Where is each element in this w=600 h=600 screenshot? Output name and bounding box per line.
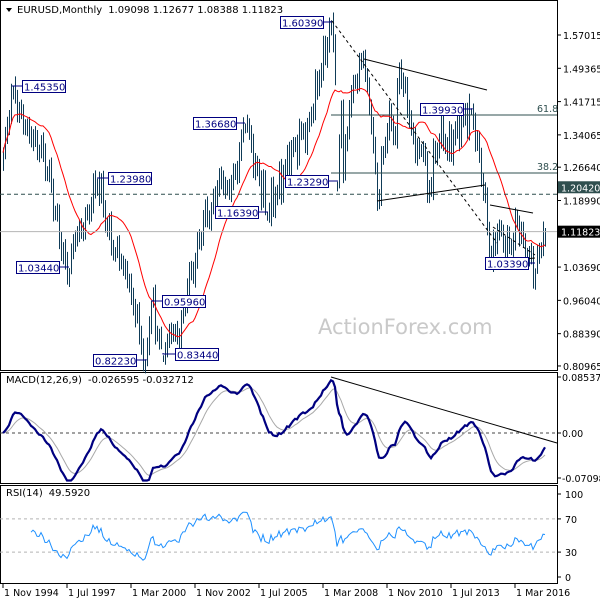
axes: 1.57015 1.49365 1.41715 1.34065 1.26640 1.189…	[2, 31, 600, 599]
price-tick-label: 1.03690	[563, 263, 600, 274]
price-tick-label: 0.88390	[563, 330, 600, 341]
date-tick-label: 1 Jul 2005	[260, 588, 308, 599]
pivot-label: 1.03440	[18, 264, 59, 275]
rsi-tick-label: 70	[565, 515, 577, 526]
pivot-connector	[463, 108, 473, 110]
pivot-label: 1.23290	[287, 178, 328, 189]
trend-line[interactable]	[489, 204, 534, 214]
macd-line	[2, 378, 546, 482]
pivot-label: 1.60390	[282, 19, 323, 30]
level-price-tag	[558, 181, 600, 194]
fib-label: 38.2	[537, 162, 558, 173]
pivot-label-box	[280, 16, 324, 29]
price-tick-label: 1.34065	[563, 131, 600, 142]
macd-tick-label: 0.085379	[562, 373, 600, 384]
fib-label: 61.8	[537, 104, 558, 115]
current-price-tag-text: 1.11823	[561, 228, 600, 239]
pivot-label-box	[485, 257, 529, 270]
macd-pane	[0, 372, 558, 484]
pivot-label-box	[285, 175, 329, 188]
price-tick-label: 0.96040	[563, 296, 600, 307]
date-tick-label: 1 Nov 2010	[388, 588, 443, 599]
pivot-label: 1.03390	[487, 260, 528, 271]
date-tick-label: 1 Nov 2002	[196, 588, 251, 599]
macd-trend-line[interactable]	[330, 376, 558, 444]
pivot-label: 1.45350	[24, 83, 65, 94]
date-tick-label: 1 Mar 2000	[132, 588, 186, 599]
pivot-label-box	[93, 354, 137, 367]
macd-tick-label: 0.00	[562, 429, 583, 440]
date-tick-label: 1 Jul 2013	[452, 588, 500, 599]
price-pane	[0, 0, 558, 371]
price-tick-label: 0.80965	[563, 362, 600, 373]
pivot-label: 1.23980	[110, 175, 151, 186]
pivot-connector	[136, 359, 147, 361]
date-tick-label: 1 Mar 2008	[324, 588, 378, 599]
trend-line[interactable]	[331, 20, 498, 244]
trend-line[interactable]	[376, 184, 486, 202]
date-tick-label: 1 Nov 1994	[4, 588, 59, 599]
macd-title: MACD(12,26,9)	[6, 375, 82, 386]
rsi-tick-label: 0	[565, 573, 571, 584]
price-tick-label: 1.26640	[563, 163, 600, 174]
pivot-connector	[151, 300, 162, 302]
triangle-down-icon[interactable]	[6, 8, 12, 12]
pivot-label: 0.82230	[95, 357, 136, 368]
pivot-label: 1.16390	[217, 209, 258, 220]
watermark: ActionForex.com	[318, 315, 493, 339]
price-tick-label: 1.57015	[563, 31, 600, 42]
rsi-plot	[0, 511, 557, 561]
pivot-label-box	[175, 348, 219, 361]
rsi-pane	[0, 485, 558, 584]
pivot-label-box	[16, 261, 60, 274]
rsi-title: RSI(14)	[6, 488, 43, 499]
pivot-label-box	[420, 103, 464, 116]
pivot-label-box	[215, 206, 259, 219]
trend-line[interactable]	[363, 58, 488, 91]
macd-values: -0.026595 -0.032712	[88, 375, 194, 386]
price-tick-label: 1.49365	[563, 64, 600, 75]
price-tick-label: 1.41715	[563, 98, 600, 109]
rsi-values: 49.5920	[49, 488, 90, 499]
pivot-label-box	[162, 295, 206, 308]
rsi-tick-label: 30	[565, 548, 577, 559]
date-tick-label: 1 Jul 1997	[68, 588, 116, 599]
rsi-tick-label: 100	[565, 490, 583, 501]
pivot-label-box	[108, 172, 152, 185]
level-price-tag-text: 1.20420	[561, 183, 600, 194]
pivot-connector	[162, 353, 175, 355]
price-plot: 61.8 38.2 1.45350 1.03440 1.23980 0.82230 0.95…	[0, 12, 558, 374]
pivot-label: 1.36680	[195, 120, 236, 131]
symbol-title: EURUSD,Monthly	[17, 5, 102, 16]
macd-tick-label: -0.070989	[562, 474, 600, 485]
trend-line[interactable]	[492, 226, 536, 256]
moving-average-line	[2, 87, 546, 338]
pivot-label-box	[193, 117, 237, 130]
pivot-connector	[323, 21, 332, 23]
pivot-label: 1.39930	[422, 106, 463, 117]
pivot-label: 0.95960	[164, 298, 205, 309]
date-tick-label: 1 Mar 2016	[516, 588, 570, 599]
pivot-label: 0.83440	[177, 351, 218, 362]
macd-plot	[0, 376, 558, 482]
pivot-label-box	[22, 80, 66, 93]
rsi-line	[30, 511, 546, 561]
ohlc-readout: 1.09098 1.12677 1.08388 1.11823	[108, 5, 283, 16]
macd-signal-line	[2, 387, 546, 476]
current-price-tag	[558, 225, 600, 238]
price-tick-label: 1.18990	[563, 196, 600, 207]
